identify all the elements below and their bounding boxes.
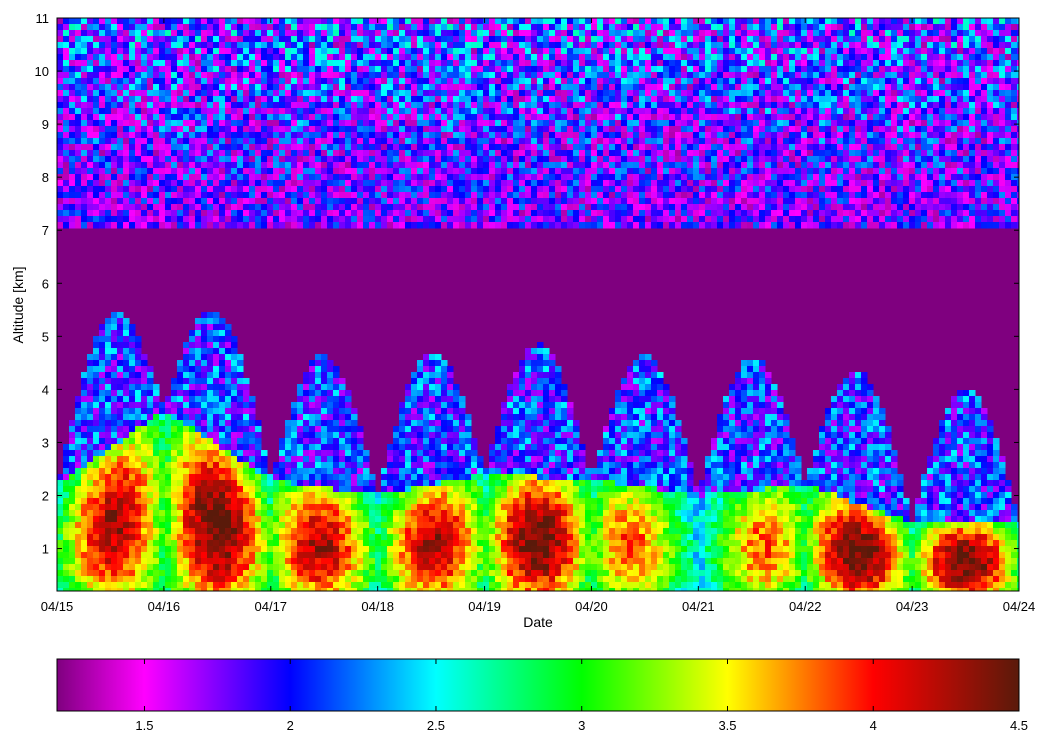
x-tick-label: 04/22	[789, 599, 822, 614]
y-tick-label: 11	[36, 11, 50, 26]
x-tick-label: 04/17	[255, 599, 288, 614]
y-tick-label: 6	[42, 276, 49, 291]
x-tick-label: 04/20	[575, 599, 608, 614]
y-tick-label: 1	[42, 542, 49, 557]
y-tick-label: 4	[42, 382, 49, 397]
y-tick-label: 10	[35, 64, 49, 79]
colorbar-tick-label: 4	[870, 718, 877, 733]
y-tick-label: 3	[42, 435, 49, 450]
x-tick-label: 04/19	[468, 599, 501, 614]
x-tick-label: 04/24	[1003, 599, 1036, 614]
x-tick-label: 04/21	[682, 599, 715, 614]
heatmap-field	[57, 18, 1024, 595]
x-tick-label: 04/15	[41, 599, 74, 614]
x-axis-title: Date	[523, 614, 553, 630]
y-tick-label: 2	[42, 489, 49, 504]
colorbar-tick-label: 2	[287, 718, 294, 733]
colorbar	[57, 659, 1019, 711]
colorbar-tick-label: 3	[578, 718, 585, 733]
x-tick-label: 04/18	[361, 599, 394, 614]
colorbar-tick-label: 3.5	[718, 718, 736, 733]
y-tick-label: 5	[42, 329, 49, 344]
y-tick-label: 7	[42, 223, 49, 238]
colorbar-tick-label: 2.5	[427, 718, 445, 733]
colorbar-tick-label: 1.5	[135, 718, 153, 733]
colorbar-tick-label: 4.5	[1010, 718, 1028, 733]
x-tick-label: 04/23	[896, 599, 929, 614]
y-axis-title: Altitude [km]	[10, 266, 26, 343]
y-tick-label: 9	[42, 117, 49, 132]
x-tick-label: 04/16	[148, 599, 181, 614]
y-tick-label: 8	[42, 170, 49, 185]
